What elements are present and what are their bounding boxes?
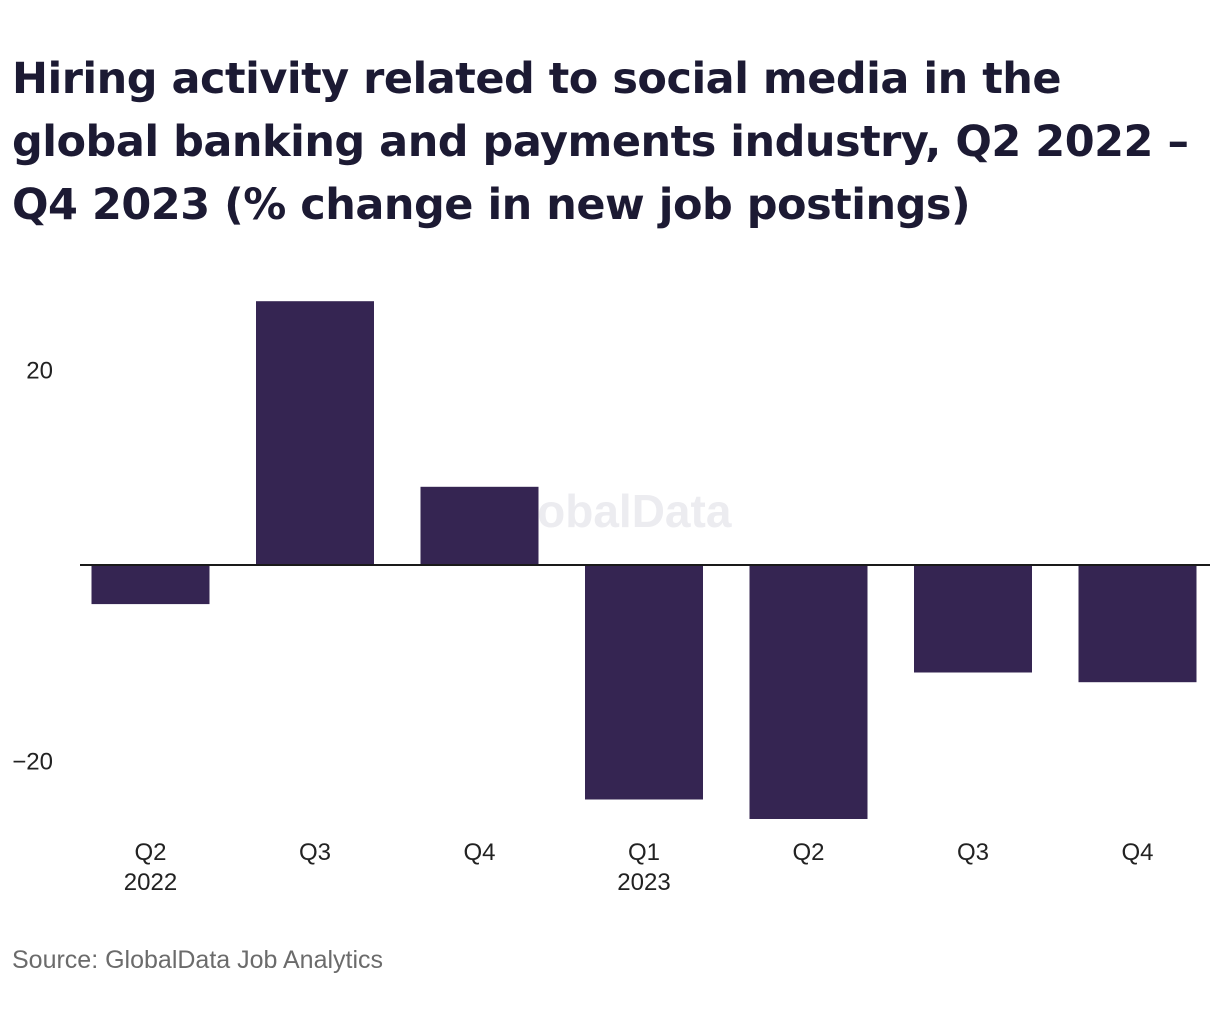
x-tick-sublabel-3: 2023 [617,869,670,896]
x-tick-label-1: Q3 [299,839,331,866]
x-tick-sublabel-0: 2022 [124,869,177,896]
y-tick-label-1: −20 [12,748,53,775]
y-axis: 20 −20 [12,358,53,776]
bar-4 [749,565,868,819]
bar-2 [420,486,539,565]
source-note: Source: GlobalData Job Analytics [12,946,384,974]
bars-group [91,301,1197,819]
x-axis: Q2 2022 Q3 Q4 Q1 2023 Q2 Q3 Q4 [124,839,1154,896]
bar-1 [256,301,374,565]
bar-6 [1078,565,1197,683]
x-tick-label-4: Q2 [792,839,824,866]
x-tick-label-0: Q2 [134,839,166,866]
bar-5 [914,565,1032,673]
bar-3 [585,565,703,800]
x-tick-label-5: Q3 [957,839,989,866]
x-tick-label-6: Q4 [1121,839,1153,866]
bar-0 [91,565,210,605]
chart-title: Hiring activity related to social media … [12,54,1189,230]
x-tick-label-3: Q1 [628,839,660,866]
x-tick-label-2: Q4 [463,839,495,866]
y-tick-label-0: 20 [26,358,53,385]
